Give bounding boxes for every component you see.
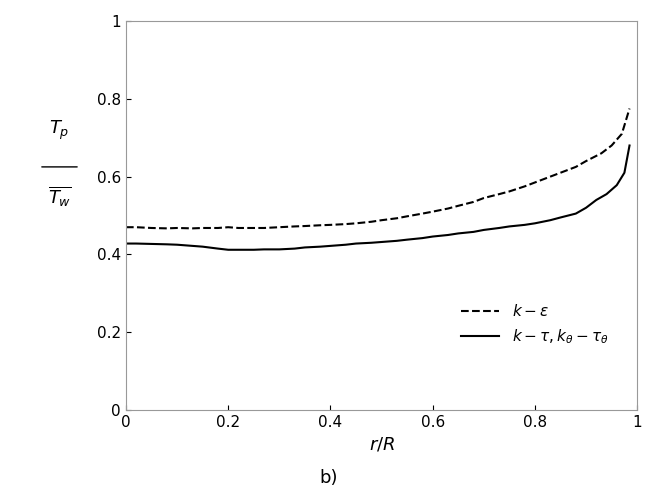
- $k - \varepsilon$: [275, 224, 283, 230]
- $k - \tau , k_{\theta} - \tau_{\theta}$: [429, 234, 437, 240]
- $k - \tau , k_{\theta} - \tau_{\theta}$: [470, 229, 478, 235]
- $k - \tau , k_{\theta} - \tau_{\theta}$: [403, 237, 411, 243]
- $k - \tau , k_{\theta} - \tau_{\theta}$: [352, 241, 360, 246]
- $k - \tau , k_{\theta} - \tau_{\theta}$: [275, 246, 283, 252]
- $k - \varepsilon$: [505, 188, 513, 194]
- $k - \varepsilon$: [403, 213, 411, 219]
- $k - \tau , k_{\theta} - \tau_{\theta}$: [378, 239, 386, 245]
- $k - \varepsilon$: [378, 217, 386, 223]
- $k - \varepsilon$: [260, 225, 268, 231]
- $k - \varepsilon$: [470, 199, 478, 205]
- $k - \varepsilon$: [235, 225, 242, 231]
- Text: $T_p$: $T_p$: [49, 118, 70, 142]
- Line: $k - \tau , k_{\theta} - \tau_{\theta}$: $k - \tau , k_{\theta} - \tau_{\theta}$: [126, 145, 629, 250]
- $k - \tau , k_{\theta} - \tau_{\theta}$: [521, 222, 529, 228]
- $k - \varepsilon$: [148, 225, 156, 231]
- $k - \varepsilon$: [547, 174, 555, 180]
- $k - \varepsilon$: [419, 211, 426, 217]
- $k - \tau , k_{\theta} - \tau_{\theta}$: [327, 243, 334, 249]
- $k - \varepsilon$: [352, 221, 360, 226]
- $k - \varepsilon$: [163, 225, 171, 231]
- $k - \varepsilon$: [597, 150, 605, 156]
- $k - \tau , k_{\theta} - \tau_{\theta}$: [556, 215, 564, 221]
- $k - \varepsilon$: [495, 191, 503, 197]
- $k - \varepsilon$: [429, 209, 437, 215]
- $k - \varepsilon$: [250, 225, 258, 231]
- $k - \tau , k_{\theta} - \tau_{\theta}$: [602, 191, 610, 197]
- $k - \tau , k_{\theta} - \tau_{\theta}$: [495, 225, 503, 231]
- $k - \varepsilon$: [608, 142, 616, 148]
- $k - \varepsilon$: [316, 223, 324, 228]
- $k - \varepsilon$: [173, 225, 181, 231]
- $k - \varepsilon$: [618, 131, 625, 137]
- $k - \tau , k_{\theta} - \tau_{\theta}$: [214, 245, 222, 251]
- Legend: $k - \varepsilon$, $k - \tau , k_{\theta} - \tau_{\theta}$: $k - \varepsilon$, $k - \tau , k_{\theta…: [455, 297, 614, 352]
- $k - \tau , k_{\theta} - \tau_{\theta}$: [625, 142, 633, 148]
- $k - \tau , k_{\theta} - \tau_{\theta}$: [198, 244, 206, 249]
- Line: $k - \varepsilon$: $k - \varepsilon$: [126, 108, 629, 228]
- Text: $\overline{T_w}$: $\overline{T_w}$: [47, 184, 72, 208]
- $k - \tau , k_{\theta} - \tau_{\theta}$: [572, 211, 579, 217]
- $k - \tau , k_{\theta} - \tau_{\theta}$: [173, 242, 181, 247]
- $k - \tau , k_{\theta} - \tau_{\theta}$: [620, 170, 628, 176]
- $k - \tau , k_{\theta} - \tau_{\theta}$: [148, 241, 156, 247]
- $k - \tau , k_{\theta} - \tau_{\theta}$: [593, 197, 600, 203]
- $k - \varepsilon$: [189, 225, 196, 231]
- $k - \varepsilon$: [367, 219, 375, 224]
- $k - \varepsilon$: [582, 158, 590, 164]
- $k - \varepsilon$: [342, 221, 350, 227]
- $k - \tau , k_{\theta} - \tau_{\theta}$: [250, 247, 258, 253]
- $k - \tau , k_{\theta} - \tau_{\theta}$: [260, 246, 268, 252]
- $k - \tau , k_{\theta} - \tau_{\theta}$: [505, 224, 513, 229]
- $k - \tau , k_{\theta} - \tau_{\theta}$: [342, 242, 350, 247]
- $k - \varepsilon$: [327, 222, 334, 228]
- $k - \tau , k_{\theta} - \tau_{\theta}$: [444, 232, 452, 238]
- $k - \varepsilon$: [132, 224, 140, 230]
- $k - \varepsilon$: [301, 223, 309, 229]
- $k - \varepsilon$: [556, 170, 564, 176]
- $k - \varepsilon$: [480, 195, 487, 201]
- $k - \varepsilon$: [290, 224, 298, 229]
- $k - \tau , k_{\theta} - \tau_{\theta}$: [613, 182, 621, 188]
- $k - \tau , k_{\theta} - \tau_{\theta}$: [235, 247, 242, 253]
- $k - \tau , k_{\theta} - \tau_{\theta}$: [224, 247, 232, 253]
- $k - \varepsilon$: [393, 215, 401, 221]
- $k - \tau , k_{\theta} - \tau_{\theta}$: [547, 217, 555, 223]
- $k - \varepsilon$: [521, 183, 529, 189]
- $k - \tau , k_{\theta} - \tau_{\theta}$: [582, 205, 590, 211]
- $k - \varepsilon$: [625, 105, 633, 111]
- $k - \tau , k_{\theta} - \tau_{\theta}$: [393, 238, 401, 244]
- $k - \tau , k_{\theta} - \tau_{\theta}$: [316, 244, 324, 249]
- $k - \varepsilon$: [214, 225, 222, 231]
- $k - \varepsilon$: [531, 180, 539, 185]
- $k - \varepsilon$: [572, 164, 579, 170]
- $k - \tau , k_{\theta} - \tau_{\theta}$: [163, 242, 171, 247]
- $k - \tau , k_{\theta} - \tau_{\theta}$: [480, 227, 487, 233]
- X-axis label: $r/R$: $r/R$: [369, 435, 394, 453]
- $k - \varepsilon$: [122, 224, 130, 230]
- $k - \varepsilon$: [454, 203, 462, 209]
- $k - \varepsilon$: [198, 225, 206, 231]
- $k - \tau , k_{\theta} - \tau_{\theta}$: [367, 240, 375, 245]
- $k - \varepsilon$: [224, 224, 232, 230]
- $k - \tau , k_{\theta} - \tau_{\theta}$: [531, 221, 539, 226]
- $k - \tau , k_{\theta} - \tau_{\theta}$: [132, 241, 140, 246]
- Text: b): b): [319, 469, 338, 487]
- $k - \tau , k_{\theta} - \tau_{\theta}$: [419, 235, 426, 241]
- $k - \tau , k_{\theta} - \tau_{\theta}$: [301, 244, 309, 250]
- $k - \tau , k_{\theta} - \tau_{\theta}$: [290, 245, 298, 251]
- $k - \tau , k_{\theta} - \tau_{\theta}$: [454, 230, 462, 236]
- $k - \varepsilon$: [444, 205, 452, 211]
- $k - \tau , k_{\theta} - \tau_{\theta}$: [122, 241, 130, 246]
- $k - \tau , k_{\theta} - \tau_{\theta}$: [189, 243, 196, 249]
